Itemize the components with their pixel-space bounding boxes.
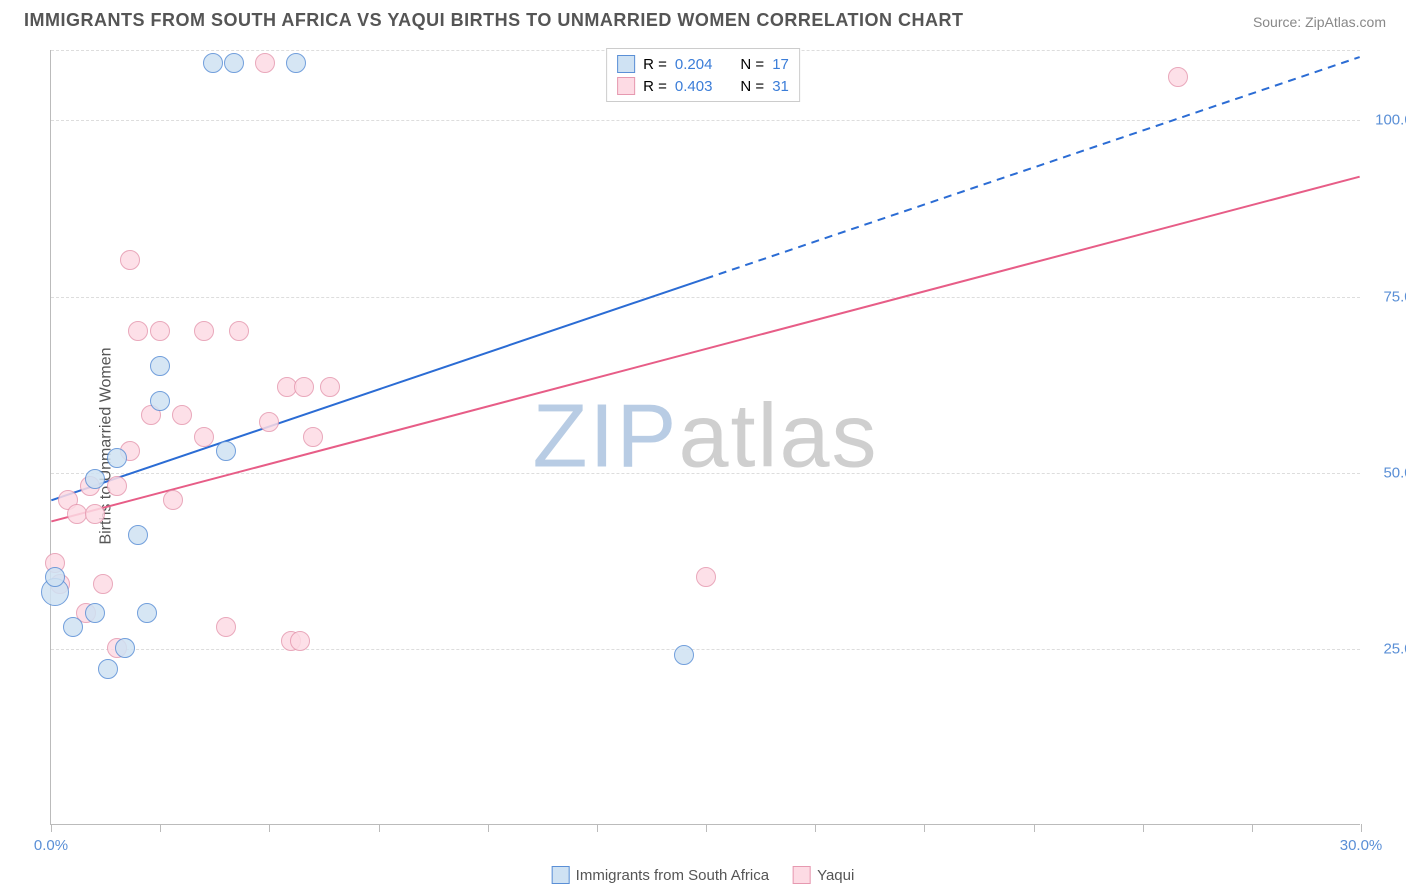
chart-title: IMMIGRANTS FROM SOUTH AFRICA VS YAQUI BI… bbox=[24, 10, 964, 31]
legend-series: Immigrants from South Africa Yaqui bbox=[552, 866, 855, 884]
data-point-b bbox=[120, 250, 140, 270]
data-point-a bbox=[150, 391, 170, 411]
data-point-b bbox=[290, 631, 310, 651]
x-tick bbox=[1361, 824, 1362, 832]
data-point-a bbox=[224, 53, 244, 73]
r-label: R = bbox=[643, 78, 667, 95]
x-tick bbox=[1034, 824, 1035, 832]
x-tick bbox=[379, 824, 380, 832]
legend-stats-row-b: R = 0.403 N = 31 bbox=[617, 75, 789, 97]
data-point-a bbox=[115, 638, 135, 658]
n-label: N = bbox=[740, 56, 764, 73]
legend-item-a: Immigrants from South Africa bbox=[552, 866, 769, 884]
data-point-a bbox=[85, 603, 105, 623]
data-point-b bbox=[85, 504, 105, 524]
x-tick bbox=[597, 824, 598, 832]
x-tick bbox=[706, 824, 707, 832]
series-a-n-value: 17 bbox=[772, 56, 789, 73]
series-a-swatch bbox=[552, 866, 570, 884]
x-tick bbox=[269, 824, 270, 832]
x-tick bbox=[160, 824, 161, 832]
y-tick-label: 50.0% bbox=[1366, 464, 1406, 481]
data-point-b bbox=[194, 321, 214, 341]
watermark-zip: ZIP bbox=[532, 387, 678, 487]
x-tick bbox=[51, 824, 52, 832]
data-point-a bbox=[45, 567, 65, 587]
x-tick-label: 30.0% bbox=[1340, 837, 1383, 854]
data-point-b bbox=[128, 321, 148, 341]
data-point-b bbox=[163, 490, 183, 510]
data-point-a bbox=[128, 525, 148, 545]
data-point-a bbox=[63, 617, 83, 637]
source-link[interactable]: ZipAtlas.com bbox=[1305, 14, 1386, 30]
x-tick bbox=[1252, 824, 1253, 832]
n-label: N = bbox=[740, 78, 764, 95]
gridline bbox=[51, 297, 1360, 298]
gridline bbox=[51, 120, 1360, 121]
data-point-b bbox=[150, 321, 170, 341]
source-label: Source: bbox=[1253, 14, 1305, 30]
legend-stats: R = 0.204 N = 17 R = 0.403 N = 31 bbox=[606, 48, 800, 102]
series-b-label: Yaqui bbox=[817, 867, 854, 884]
data-point-b bbox=[1168, 67, 1188, 87]
data-point-b bbox=[294, 377, 314, 397]
series-a-swatch bbox=[617, 55, 635, 73]
data-point-b bbox=[255, 53, 275, 73]
chart-plot-area: ZIPatlas 25.0%50.0%75.0%100.0%0.0%30.0% bbox=[50, 50, 1360, 825]
x-tick-label: 0.0% bbox=[34, 837, 68, 854]
data-point-a bbox=[107, 448, 127, 468]
data-point-a bbox=[286, 53, 306, 73]
source-credit: Source: ZipAtlas.com bbox=[1253, 14, 1386, 30]
watermark-atlas: atlas bbox=[678, 387, 878, 487]
data-point-b bbox=[172, 405, 192, 425]
x-tick bbox=[815, 824, 816, 832]
data-point-b bbox=[107, 476, 127, 496]
series-b-swatch bbox=[793, 866, 811, 884]
data-point-a bbox=[203, 53, 223, 73]
data-point-b bbox=[229, 321, 249, 341]
legend-stats-row-a: R = 0.204 N = 17 bbox=[617, 53, 789, 75]
series-a-r-value: 0.204 bbox=[675, 56, 713, 73]
data-point-b bbox=[696, 567, 716, 587]
trend-lines-layer bbox=[51, 50, 1360, 824]
r-label: R = bbox=[643, 56, 667, 73]
x-tick bbox=[488, 824, 489, 832]
data-point-b bbox=[194, 427, 214, 447]
data-point-a bbox=[216, 441, 236, 461]
data-point-a bbox=[137, 603, 157, 623]
data-point-b bbox=[320, 377, 340, 397]
x-tick bbox=[1143, 824, 1144, 832]
legend-item-b: Yaqui bbox=[793, 866, 854, 884]
data-point-a bbox=[98, 659, 118, 679]
gridline bbox=[51, 473, 1360, 474]
y-tick-label: 100.0% bbox=[1366, 112, 1406, 129]
series-b-n-value: 31 bbox=[772, 78, 789, 95]
data-point-a bbox=[150, 356, 170, 376]
series-a-label: Immigrants from South Africa bbox=[576, 867, 769, 884]
data-point-a bbox=[674, 645, 694, 665]
data-point-b bbox=[303, 427, 323, 447]
x-tick bbox=[924, 824, 925, 832]
data-point-a bbox=[85, 469, 105, 489]
data-point-b bbox=[259, 412, 279, 432]
y-tick-label: 75.0% bbox=[1366, 288, 1406, 305]
series-b-r-value: 0.403 bbox=[675, 78, 713, 95]
series-b-swatch bbox=[617, 77, 635, 95]
data-point-b bbox=[216, 617, 236, 637]
data-point-b bbox=[93, 574, 113, 594]
y-tick-label: 25.0% bbox=[1366, 640, 1406, 657]
gridline bbox=[51, 649, 1360, 650]
